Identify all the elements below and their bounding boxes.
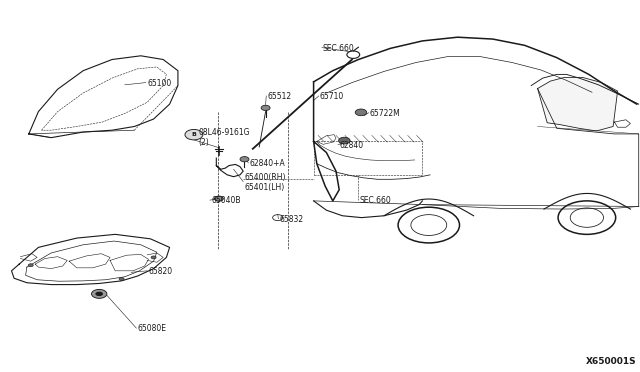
Circle shape: [95, 292, 103, 296]
Circle shape: [92, 289, 107, 298]
Circle shape: [261, 105, 270, 110]
Text: 65512: 65512: [268, 92, 292, 101]
Circle shape: [185, 129, 203, 140]
Circle shape: [215, 196, 223, 201]
Polygon shape: [538, 77, 618, 131]
Text: 65722M: 65722M: [370, 109, 401, 118]
Circle shape: [240, 157, 249, 162]
Text: 65710: 65710: [320, 92, 344, 101]
Text: 08L46-9161G
(2): 08L46-9161G (2): [198, 128, 250, 147]
Text: 62840: 62840: [339, 141, 364, 150]
Circle shape: [339, 137, 350, 144]
Circle shape: [28, 264, 33, 267]
Text: 62840+A: 62840+A: [250, 159, 285, 168]
Circle shape: [214, 196, 223, 201]
Circle shape: [151, 256, 156, 259]
Text: X650001S: X650001S: [586, 357, 637, 366]
Text: 65400(RH)
65401(LH): 65400(RH) 65401(LH): [244, 173, 286, 192]
Text: 65820: 65820: [148, 267, 173, 276]
Text: 65832: 65832: [280, 215, 304, 224]
Text: B: B: [191, 132, 196, 137]
Circle shape: [355, 109, 367, 116]
Circle shape: [119, 278, 124, 280]
Text: 65080E: 65080E: [138, 324, 166, 333]
Text: 65100: 65100: [147, 79, 172, 88]
Text: SEC.660: SEC.660: [323, 44, 355, 53]
Text: SEC.660: SEC.660: [360, 196, 392, 205]
Text: 65040B: 65040B: [211, 196, 241, 205]
